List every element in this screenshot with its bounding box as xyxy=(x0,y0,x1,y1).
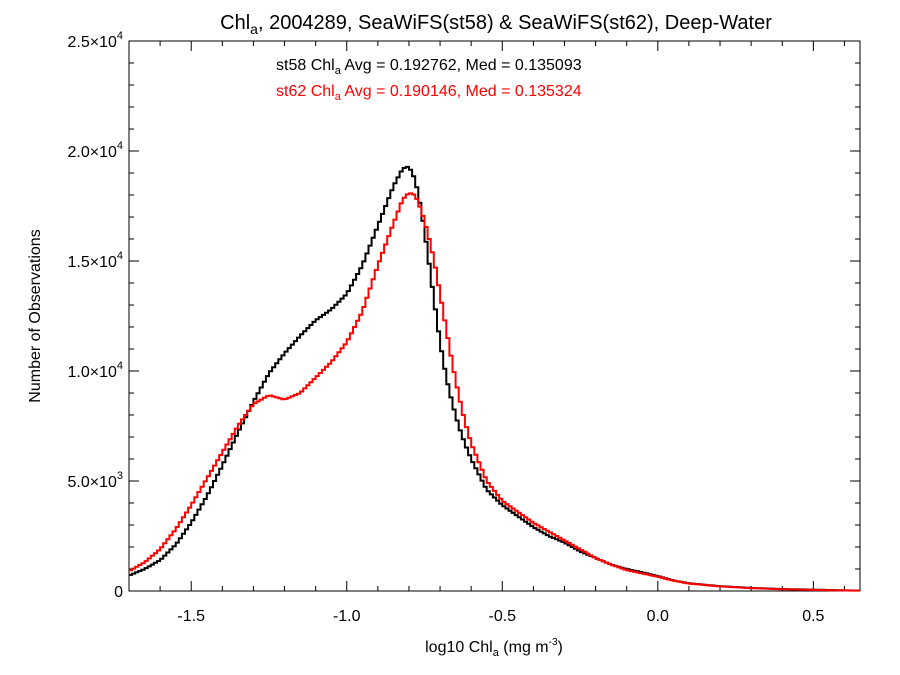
y-tick-exponent: 4 xyxy=(117,140,123,152)
annotation-st62: st62 Chla Avg = 0.190146, Med = 0.135324 xyxy=(276,83,582,103)
series-line-st58 xyxy=(129,165,860,592)
y-tick-label: 0 xyxy=(114,584,123,601)
y-tick-label: 2.0×104 xyxy=(67,140,123,161)
annotation-st58-suffix: Avg = 0.192762, Med = 0.135093 xyxy=(341,57,582,74)
chart-title-sub: a xyxy=(250,21,258,37)
x-axis-label-mid: (mg m xyxy=(499,639,549,656)
y-tick-mantissa: 0 xyxy=(114,584,123,601)
annotation-st62-sub: a xyxy=(335,91,342,103)
series-line-st62 xyxy=(129,192,860,592)
x-axis-label-suffix: ) xyxy=(558,639,563,656)
y-tick-label: 2.5×104 xyxy=(67,30,123,51)
x-tick-label: -1.0 xyxy=(333,608,361,625)
y-tick-label: 1.0×104 xyxy=(67,360,123,381)
y-tick-exponent: 4 xyxy=(117,30,123,42)
chart-title-suffix: , 2004289, SeaWiFS(st58) & SeaWiFS(st62)… xyxy=(258,12,772,34)
x-axis-label-sub: a xyxy=(493,647,500,659)
axis-ticks xyxy=(128,40,860,592)
y-tick-mantissa: 1.5×10 xyxy=(67,254,116,271)
y-tick-exponent: 4 xyxy=(117,360,123,372)
x-tick-label: -0.5 xyxy=(488,608,516,625)
y-axis-label: Number of Observations xyxy=(27,229,44,402)
y-tick-label: 1.5×104 xyxy=(67,250,123,271)
x-tick-labels: -1.5 -1.0 -0.5 0.0 0.5 xyxy=(177,608,824,625)
x-tick-label: 0.0 xyxy=(647,608,669,625)
annotation-st58: st58 Chla Avg = 0.192762, Med = 0.135093 xyxy=(276,57,582,77)
chart-title-prefix: Chl xyxy=(220,12,250,34)
annotation-st58-prefix: st58 Chl xyxy=(276,57,335,74)
plot-frame xyxy=(128,40,861,592)
y-tick-exponent: 3 xyxy=(117,470,123,482)
x-axis-label-sup: -3 xyxy=(549,637,558,648)
y-tick-mantissa: 2.5×10 xyxy=(67,34,116,51)
y-tick-mantissa: 1.0×10 xyxy=(67,364,116,381)
series-lines xyxy=(129,165,860,592)
x-axis-label: log10 Chla (mg m-3) xyxy=(425,637,563,659)
chart-title: Chla, 2004289, SeaWiFS(st58) & SeaWiFS(s… xyxy=(220,12,772,37)
y-tick-mantissa: 5.0×10 xyxy=(67,474,116,491)
x-tick-label: -1.5 xyxy=(177,608,205,625)
y-tick-mantissa: 2.0×10 xyxy=(67,144,116,161)
y-tick-exponent: 4 xyxy=(117,250,123,262)
annotation-st62-suffix: Avg = 0.190146, Med = 0.135324 xyxy=(341,83,582,100)
x-axis-label-prefix: log10 Chl xyxy=(425,639,493,656)
y-tick-label: 5.0×103 xyxy=(67,470,123,491)
annotation-st62-prefix: st62 Chl xyxy=(276,83,335,100)
annotation-st58-sub: a xyxy=(335,65,342,77)
x-tick-label: 0.5 xyxy=(802,608,824,625)
